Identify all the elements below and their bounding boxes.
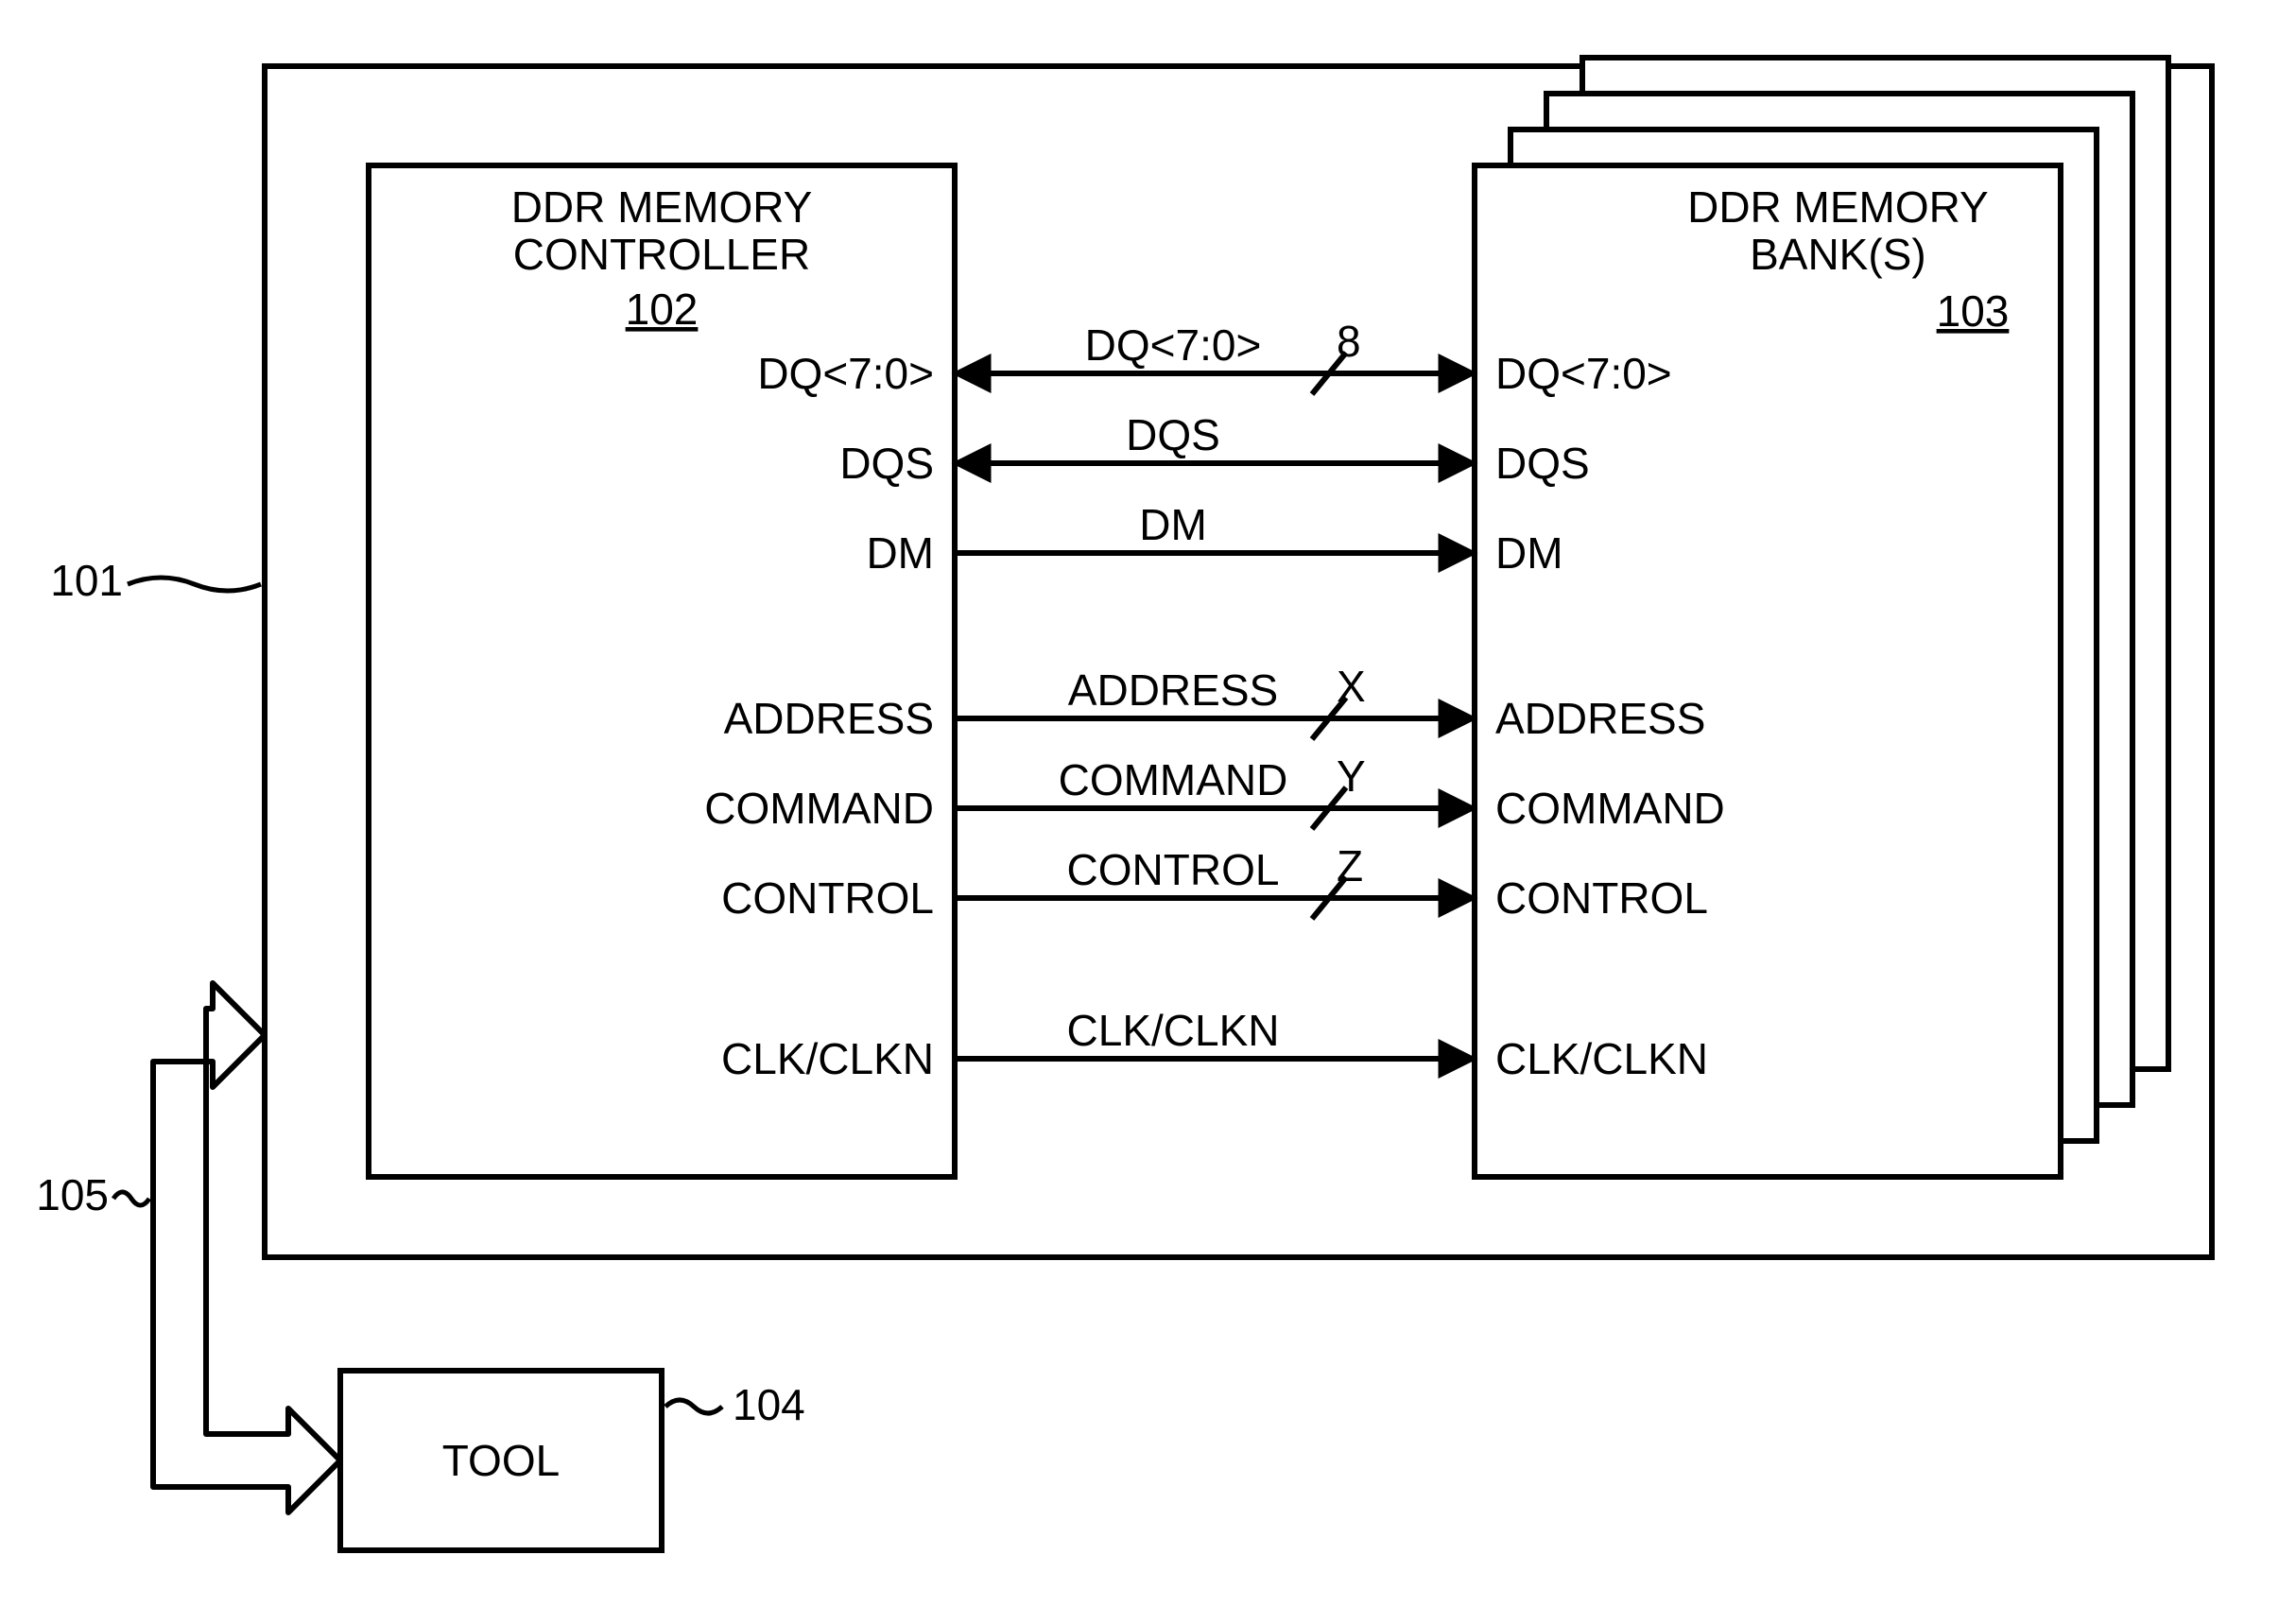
controller-ref: 102 xyxy=(626,285,699,334)
ctrl-pin-control: CONTROL xyxy=(721,873,934,923)
tool-label: TOOL xyxy=(442,1436,560,1485)
connector-arrow xyxy=(153,983,340,1512)
bank-pin-control: CONTROL xyxy=(1495,873,1708,923)
bank-pin-dm: DM xyxy=(1495,528,1563,578)
ref-101: 101 xyxy=(50,556,123,605)
ref-105: 105 xyxy=(36,1170,109,1219)
ctrl-pin-address: ADDRESS xyxy=(724,694,934,743)
ctrl-pin-dqs: DQS xyxy=(839,439,934,488)
signal-label-command: COMMAND xyxy=(1059,755,1288,804)
diagram-stage: DDR MEMORYBANK(S)103DDR MEMORYCONTROLLER… xyxy=(0,0,2296,1607)
signal-label-dqs: DQS xyxy=(1126,410,1220,459)
bank-title-2: BANK(S) xyxy=(1750,230,1926,279)
leader-101 xyxy=(128,578,261,591)
ctrl-pin-dq: DQ<7:0> xyxy=(757,349,934,398)
signal-label-control: CONTROL xyxy=(1067,845,1280,894)
bank-pin-address: ADDRESS xyxy=(1495,694,1705,743)
signal-width-control: Z xyxy=(1337,841,1363,890)
controller-title-1: DDR MEMORY xyxy=(511,182,813,232)
signal-width-dq: 8 xyxy=(1337,317,1361,366)
diagram-svg: DDR MEMORYBANK(S)103DDR MEMORYCONTROLLER… xyxy=(0,0,2296,1607)
bank-pin-dqs: DQS xyxy=(1495,439,1590,488)
bank-ref: 103 xyxy=(1937,286,2010,336)
signal-width-command: Y xyxy=(1337,752,1366,801)
signal-label-dq: DQ<7:0> xyxy=(1085,320,1262,370)
ctrl-pin-command: COMMAND xyxy=(704,784,934,833)
signal-label-address: ADDRESS xyxy=(1068,665,1278,715)
controller-title-2: CONTROLLER xyxy=(513,230,810,279)
signal-label-clk: CLK/CLKN xyxy=(1067,1006,1280,1055)
bank-pin-clk: CLK/CLKN xyxy=(1495,1034,1708,1083)
leader-104 xyxy=(665,1400,722,1413)
ctrl-pin-clk: CLK/CLKN xyxy=(721,1034,934,1083)
bank-title-1: DDR MEMORY xyxy=(1687,182,1989,232)
signal-label-dm: DM xyxy=(1139,500,1207,549)
bank-pin-command: COMMAND xyxy=(1495,784,1725,833)
bank-pin-dq: DQ<7:0> xyxy=(1495,349,1672,398)
leader-105 xyxy=(113,1192,149,1205)
ctrl-pin-dm: DM xyxy=(866,528,934,578)
signal-width-address: X xyxy=(1337,662,1366,711)
ref-104: 104 xyxy=(733,1380,805,1429)
